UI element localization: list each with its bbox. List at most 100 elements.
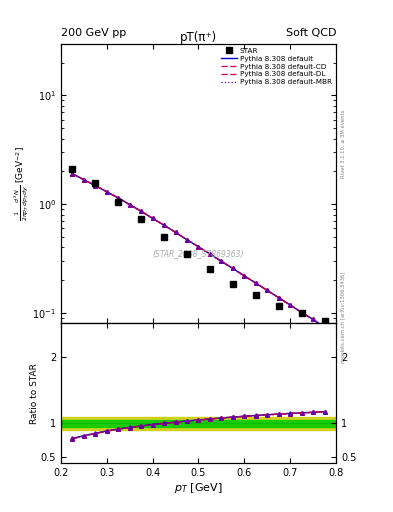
Pythia 8.308 default-MBR — [311, 316, 316, 323]
Pythia 8.308 default-DL — [219, 258, 224, 264]
Legend: STAR, Pythia 8.308 default, Pythia 8.308 default-CD, Pythia 8.308 default-DL, Py: STAR, Pythia 8.308 default, Pythia 8.308… — [218, 45, 334, 88]
Pythia 8.308 default — [105, 189, 109, 195]
Pythia 8.308 default — [322, 324, 327, 330]
Pythia 8.308 default-MBR — [288, 302, 292, 308]
Pythia 8.308 default-DL — [196, 244, 201, 250]
STAR — [253, 292, 258, 298]
Pythia 8.308 default-DL — [311, 316, 316, 323]
Pythia 8.308 default-DL — [81, 177, 86, 183]
X-axis label: $p_T$ [GeV]: $p_T$ [GeV] — [174, 481, 223, 495]
STAR — [276, 303, 281, 309]
Pythia 8.308 default-MBR — [208, 251, 212, 257]
Pythia 8.308 default — [139, 208, 143, 215]
Pythia 8.308 default-DL — [150, 215, 155, 221]
Y-axis label: Ratio to STAR: Ratio to STAR — [30, 363, 39, 424]
Pythia 8.308 default-DL — [173, 229, 178, 236]
Text: (STAR_2008_S7869363): (STAR_2008_S7869363) — [153, 249, 244, 258]
Pythia 8.308 default-CD — [150, 215, 155, 221]
Pythia 8.308 default-DL — [70, 171, 75, 177]
Pythia 8.308 default-DL — [322, 324, 327, 330]
Y-axis label: $\frac{1}{2\pi p_T}\frac{d^2N}{dp_T dy}$ [GeV$^{-2}$]: $\frac{1}{2\pi p_T}\frac{d^2N}{dp_T dy}$… — [13, 146, 31, 221]
Pythia 8.308 default-DL — [265, 287, 270, 293]
Pythia 8.308 default-DL — [253, 280, 258, 286]
Pythia 8.308 default-DL — [242, 273, 247, 279]
Pythia 8.308 default — [81, 177, 86, 183]
Pythia 8.308 default-CD — [162, 222, 166, 228]
Pythia 8.308 default — [208, 251, 212, 257]
Pythia 8.308 default-CD — [196, 244, 201, 250]
Pythia 8.308 default — [127, 202, 132, 208]
Pythia 8.308 default-DL — [105, 189, 109, 195]
Pythia 8.308 default-MBR — [150, 215, 155, 221]
Text: mcplots.cern.ch [arXiv:1306.3436]: mcplots.cern.ch [arXiv:1306.3436] — [341, 272, 346, 363]
Pythia 8.308 default-CD — [230, 265, 235, 271]
Pythia 8.308 default-DL — [230, 265, 235, 271]
Pythia 8.308 default — [299, 309, 304, 315]
Pythia 8.308 default-DL — [288, 302, 292, 308]
STAR — [185, 251, 189, 257]
Pythia 8.308 default-DL — [185, 237, 189, 243]
Pythia 8.308 default-DL — [139, 208, 143, 215]
STAR — [208, 266, 212, 272]
Pythia 8.308 default-DL — [208, 251, 212, 257]
Pythia 8.308 default — [253, 280, 258, 286]
Pythia 8.308 default-CD — [276, 294, 281, 301]
Pythia 8.308 default — [276, 294, 281, 301]
Pythia 8.308 default-CD — [116, 195, 121, 201]
Pythia 8.308 default-MBR — [162, 222, 166, 228]
Title: pT(π⁺): pT(π⁺) — [180, 31, 217, 44]
Pythia 8.308 default — [173, 229, 178, 236]
Pythia 8.308 default-CD — [322, 324, 327, 330]
Pythia 8.308 default-CD — [311, 316, 316, 323]
Pythia 8.308 default-DL — [162, 222, 166, 228]
Pythia 8.308 default — [185, 237, 189, 243]
Pythia 8.308 default-MBR — [116, 195, 121, 201]
Pythia 8.308 default-CD — [81, 177, 86, 183]
Pythia 8.308 default-CD — [299, 309, 304, 315]
STAR — [322, 317, 327, 324]
Pythia 8.308 default-MBR — [105, 189, 109, 195]
Pythia 8.308 default-MBR — [139, 208, 143, 215]
Pythia 8.308 default-MBR — [299, 309, 304, 315]
Pythia 8.308 default-MBR — [253, 280, 258, 286]
Pythia 8.308 default-DL — [127, 202, 132, 208]
Pythia 8.308 default-CD — [242, 273, 247, 279]
Pythia 8.308 default-MBR — [196, 244, 201, 250]
Line: Pythia 8.308 default: Pythia 8.308 default — [72, 174, 325, 327]
Pythia 8.308 default-CD — [173, 229, 178, 236]
Pythia 8.308 default-DL — [116, 195, 121, 201]
Pythia 8.308 default-MBR — [173, 229, 178, 236]
Pythia 8.308 default-CD — [93, 183, 97, 189]
STAR — [93, 180, 97, 186]
STAR — [162, 234, 166, 240]
Pythia 8.308 default-CD — [265, 287, 270, 293]
Pythia 8.308 default-CD — [208, 251, 212, 257]
Text: Soft QCD: Soft QCD — [286, 28, 336, 38]
Line: Pythia 8.308 default-MBR: Pythia 8.308 default-MBR — [72, 174, 325, 327]
Line: Pythia 8.308 default-DL: Pythia 8.308 default-DL — [72, 174, 325, 327]
Pythia 8.308 default-DL — [93, 183, 97, 189]
Pythia 8.308 default — [288, 302, 292, 308]
Pythia 8.308 default — [93, 183, 97, 189]
Pythia 8.308 default — [242, 273, 247, 279]
Pythia 8.308 default — [116, 195, 121, 201]
Pythia 8.308 default-CD — [288, 302, 292, 308]
STAR — [116, 199, 121, 205]
Pythia 8.308 default-MBR — [93, 183, 97, 189]
Bar — [61, 417, 336, 430]
Pythia 8.308 default-CD — [185, 237, 189, 243]
STAR — [230, 281, 235, 287]
Pythia 8.308 default-MBR — [127, 202, 132, 208]
Pythia 8.308 default-MBR — [81, 177, 86, 183]
Text: Rivet 3.1.10, ≥ 3M events: Rivet 3.1.10, ≥ 3M events — [341, 109, 346, 178]
Bar — [61, 420, 336, 426]
STAR — [299, 310, 304, 316]
Pythia 8.308 default-DL — [276, 294, 281, 301]
Pythia 8.308 default-MBR — [322, 324, 327, 330]
Pythia 8.308 default-CD — [139, 208, 143, 215]
Pythia 8.308 default — [265, 287, 270, 293]
Pythia 8.308 default — [70, 171, 75, 177]
Pythia 8.308 default-DL — [299, 309, 304, 315]
STAR — [139, 216, 143, 222]
Line: STAR: STAR — [69, 166, 328, 324]
